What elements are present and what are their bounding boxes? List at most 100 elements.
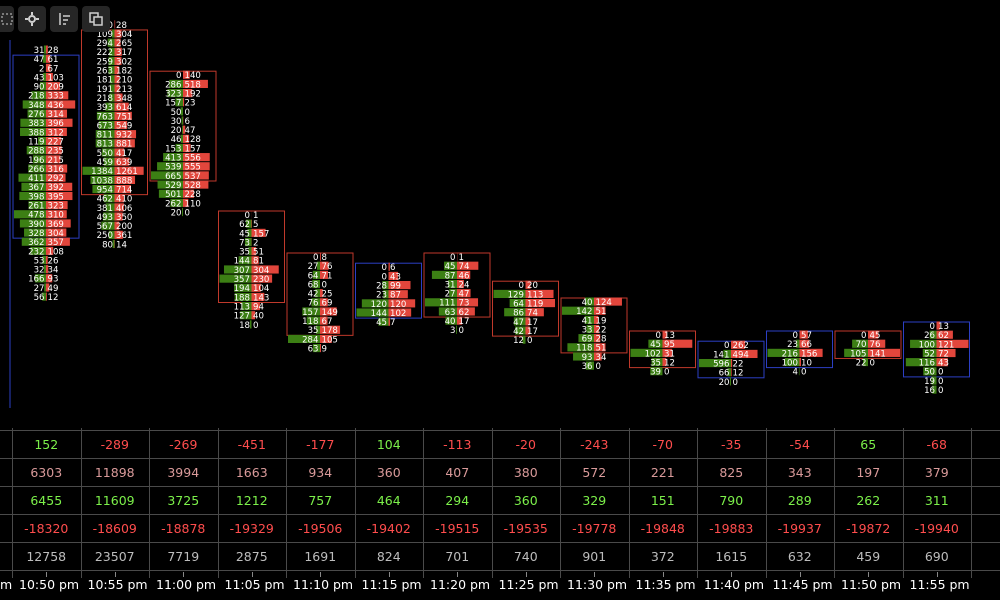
ask-volume-label: 7 — [390, 318, 395, 328]
bid-volume-label: 0 — [176, 71, 181, 81]
bid-volume-label: 0 — [930, 322, 935, 332]
bid-volume-bar — [312, 344, 320, 353]
bid-volume-bar — [111, 29, 115, 38]
ask-volume-bar — [114, 230, 123, 239]
bid-volume-label: 357 — [234, 275, 250, 285]
bid-volume-bar — [311, 298, 320, 307]
grid-cell-delta: -35 — [721, 437, 742, 452]
ask-volume-label: 881 — [116, 140, 132, 150]
grid-col-divider — [217, 428, 219, 578]
ask-volume-bar — [46, 246, 54, 255]
bid-volume-bar — [316, 261, 320, 270]
ask-volume-bar — [46, 228, 67, 237]
bid-volume-label: 157 — [165, 99, 181, 109]
bid-volume-label: 811 — [97, 131, 113, 141]
bid-volume-bar — [175, 143, 183, 153]
ask-volume-label: 0 — [459, 326, 464, 336]
bid-volume-label: 47 — [513, 318, 524, 328]
ask-volume-bar — [388, 281, 411, 290]
bid-volume-bar — [316, 325, 320, 334]
grid-cell-row2: 3994 — [167, 465, 200, 480]
bid-volume-bar — [425, 298, 457, 307]
grid-cell-row3: 1212 — [235, 493, 268, 508]
ask-volume-label: 0 — [527, 336, 532, 346]
copy-button[interactable] — [82, 6, 110, 32]
bid-volume-bar — [28, 201, 46, 210]
bid-volume-label: 263 — [97, 67, 113, 77]
ask-volume-label: 316 — [48, 165, 64, 175]
bid-volume-bar — [584, 297, 594, 306]
ask-volume-label: 639 — [116, 158, 132, 168]
ask-volume-bar — [936, 339, 969, 348]
bid-volume-label: 35 — [239, 248, 250, 258]
ask-volume-label: 76 — [870, 340, 881, 350]
ask-volume-bar — [46, 118, 73, 127]
grid-cell-row5: 740 — [513, 549, 538, 564]
bid-volume-label: 87 — [445, 271, 456, 281]
bid-volume-label: 596 — [713, 359, 729, 369]
bid-volume-bar — [922, 348, 937, 358]
grid-cell-cum-delta: -19506 — [298, 521, 343, 536]
bid-volume-bar — [248, 247, 252, 256]
bid-volume-label: 27 — [445, 290, 456, 300]
bid-volume-bar — [181, 116, 183, 125]
ask-volume-bar — [114, 47, 122, 56]
bid-volume-bar — [651, 357, 663, 367]
bid-volume-bar — [30, 246, 46, 255]
bid-volume-bar — [42, 255, 46, 265]
ask-volume-label: 157 — [253, 229, 269, 239]
bid-volume-bar — [562, 306, 594, 315]
ask-volume-label: 51 — [596, 307, 607, 317]
bid-volume-label: 31 — [445, 280, 456, 290]
settings-button[interactable] — [18, 6, 46, 32]
sort-button[interactable] — [50, 6, 78, 32]
ask-volume-bar — [114, 221, 120, 230]
ask-volume-bar — [320, 325, 341, 334]
ask-volume-label: 81 — [253, 257, 264, 267]
bid-volume-label: 63 — [308, 344, 319, 354]
ask-volume-label: 20 — [527, 281, 538, 291]
bid-volume-label: 120 — [371, 300, 387, 310]
grid-cell-row2: 934 — [308, 465, 333, 480]
ask-volume-label: 69 — [322, 299, 333, 309]
bid-volume-label: 20 — [171, 208, 182, 218]
ask-volume-bar — [525, 299, 556, 308]
ask-volume-label: 304 — [116, 30, 132, 40]
ask-volume-bar — [799, 357, 801, 367]
summary-grid: 152 -289 -269 -451 -177 104 -113 -20 -243 -70 -35 -… — [0, 428, 1000, 578]
ask-volume-bar — [594, 306, 606, 315]
ask-volume-label: 361 — [116, 231, 132, 241]
bid-volume-bar — [312, 279, 320, 289]
ask-volume-label: 348 — [116, 94, 132, 104]
ask-volume-label: 312 — [48, 128, 64, 138]
bid-volume-bar — [103, 157, 115, 166]
bid-volume-bar — [727, 368, 731, 377]
bid-volume-label: 142 — [576, 307, 592, 317]
ask-volume-bar — [114, 139, 135, 148]
time-label: 11:25 pm — [498, 577, 559, 592]
bid-volume-bar — [20, 127, 46, 136]
ask-volume-label: 17 — [527, 327, 538, 337]
bid-volume-label: 232 — [28, 247, 44, 257]
bid-volume-bar — [19, 191, 46, 201]
bid-volume-label: 362 — [28, 238, 44, 248]
bid-volume-label: 0 — [861, 331, 866, 341]
bid-volume-label: 35 — [650, 358, 661, 368]
ask-volume-label: 0 — [938, 368, 943, 378]
bid-volume-label: 42 — [513, 327, 524, 337]
ask-volume-label: 537 — [185, 172, 201, 182]
bid-volume-bar — [101, 221, 115, 230]
ask-volume-bar — [525, 317, 530, 326]
bid-volume-label: 68 — [308, 280, 319, 290]
select-button[interactable] — [0, 6, 14, 32]
ask-volume-label: 406 — [116, 204, 132, 214]
grid-row-divider — [0, 570, 1000, 571]
ask-volume-bar — [114, 102, 129, 111]
ask-volume-label: 302 — [116, 57, 132, 67]
grid-cell-row5: 1691 — [304, 549, 337, 564]
bid-volume-label: 30 — [171, 117, 182, 127]
ask-volume-bar — [251, 247, 257, 256]
ask-volume-bar — [46, 54, 51, 63]
bid-volume-label: 2 — [39, 64, 44, 74]
